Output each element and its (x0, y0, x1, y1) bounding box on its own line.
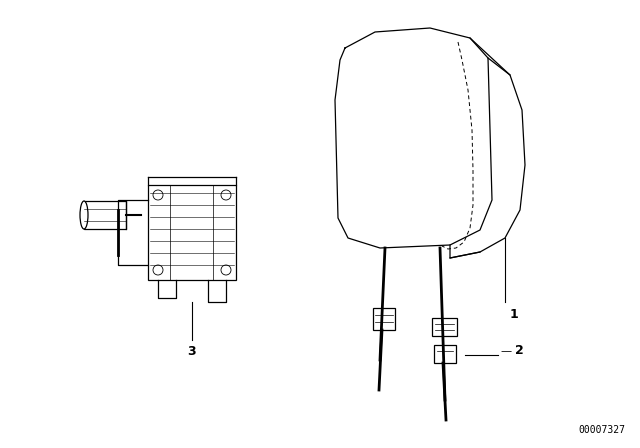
Text: 2: 2 (515, 345, 524, 358)
Bar (84, 201, 126, 229)
Text: 1: 1 (510, 308, 519, 321)
Bar (148, 185, 236, 280)
Bar (434, 345, 456, 363)
Text: —: — (500, 346, 511, 356)
Text: 3: 3 (188, 345, 196, 358)
Bar (373, 308, 395, 330)
Bar (432, 318, 457, 336)
Ellipse shape (80, 201, 88, 229)
Text: 00007327: 00007327 (578, 425, 625, 435)
